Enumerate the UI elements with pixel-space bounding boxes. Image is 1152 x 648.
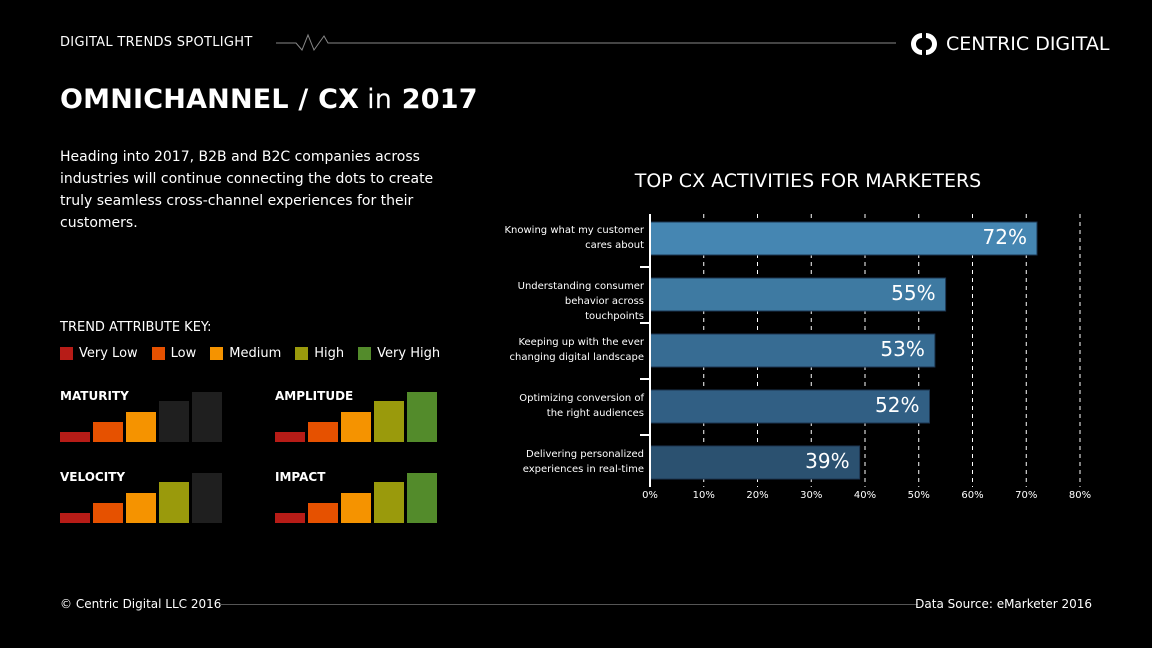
legend-swatch: [60, 347, 73, 360]
bar: [649, 389, 930, 424]
legend-item: Very High: [358, 346, 440, 361]
legend-item: High: [295, 346, 344, 361]
legend-item: Medium: [210, 346, 281, 361]
bar-value-label: 55%: [891, 281, 936, 305]
bar-value-label: 52%: [875, 393, 920, 417]
x-tick-label: 80%: [1068, 490, 1092, 501]
legend-label: Very Low: [79, 346, 138, 361]
copyright: © Centric Digital LLC 2016: [60, 597, 222, 611]
level-bar: [192, 392, 222, 442]
x-tick-label: 30%: [800, 490, 823, 501]
title-year: 2017: [401, 84, 478, 115]
legend-swatch: [210, 347, 224, 360]
header-label: DIGITAL TRENDS SPOTLIGHT: [60, 35, 253, 50]
legend-swatch: [358, 347, 372, 360]
level-bar: [60, 432, 90, 442]
level-bar: [93, 422, 123, 442]
level-bar: [60, 513, 90, 523]
legend-item: Very Low: [60, 346, 138, 361]
legend-label: Very High: [377, 346, 441, 361]
category-label: Keeping up with the ever changing digita…: [509, 337, 644, 363]
brand-logo: CENTRIC DIGITAL: [910, 30, 1109, 58]
level-bar: [275, 432, 305, 442]
header-pulse-line: [276, 33, 896, 52]
title-main: OMNICHANNEL / CX: [60, 84, 360, 115]
level-bar: [341, 493, 371, 523]
bar: [649, 277, 947, 312]
level-bar: [407, 392, 437, 442]
attribute-level-bars: [60, 473, 222, 523]
chart-title: TOP CX ACTIVITIES FOR MARKETERS: [634, 170, 982, 192]
title-in: in: [367, 84, 393, 115]
data-source: Data Source: eMarketer 2016: [915, 597, 1092, 611]
x-tick-label: 10%: [692, 490, 715, 501]
x-tick-label: 40%: [853, 490, 877, 501]
level-bar: [159, 482, 189, 523]
attribute-name: VELOCITY: [60, 470, 126, 484]
level-bar: [192, 473, 222, 523]
attribute-name: MATURITY: [60, 389, 129, 403]
level-bar: [159, 401, 189, 442]
level-bar: [407, 473, 437, 523]
category-label: Optimizing conversion of the right audie…: [519, 393, 644, 419]
key-legend: Very Low Low Medium High Very High: [60, 346, 440, 361]
x-tick-label: 50%: [907, 490, 930, 501]
legend-label: Medium: [229, 346, 282, 361]
attribute-name: IMPACT: [275, 470, 326, 484]
bar: [649, 221, 1038, 256]
level-bar: [374, 482, 404, 523]
bar-value-label: 72%: [982, 225, 1027, 249]
x-tick-label: 20%: [746, 490, 769, 501]
x-tick-label: 70%: [1015, 490, 1038, 501]
category-label: Knowing what my customer cares about: [504, 225, 644, 251]
category-label: Delivering personalized experiences in r…: [522, 449, 644, 475]
legend-swatch: [295, 347, 309, 360]
level-bar: [275, 513, 305, 523]
bar-value-label: 39%: [805, 449, 850, 473]
attribute-level-bars: [275, 473, 437, 523]
x-tick-label: 0%: [642, 490, 658, 501]
brand-name: CENTRIC DIGITAL: [946, 33, 1110, 55]
x-tick-label: 60%: [961, 490, 984, 501]
legend-swatch: [151, 347, 165, 360]
level-bar: [308, 503, 338, 523]
attribute-name: AMPLITUDE: [275, 389, 354, 403]
category-label: Understanding consumer behavior across t…: [517, 281, 644, 322]
level-bar: [374, 401, 404, 442]
page-title: OMNICHANNEL / CX in 2017: [60, 84, 478, 115]
legend-item: Low: [151, 346, 197, 361]
bar-value-label: 53%: [880, 337, 925, 361]
footer-divider: [220, 604, 918, 605]
legend-label: Low: [170, 346, 197, 361]
level-bar: [93, 503, 123, 523]
attribute-level-bars: [60, 392, 222, 442]
legend-label: High: [314, 346, 345, 361]
level-bar: [308, 422, 338, 442]
level-bar: [126, 412, 156, 442]
level-bar: [341, 412, 371, 442]
intro-text: Heading into 2017, B2B and B2C companies…: [60, 149, 434, 231]
attribute-level-bars: [275, 392, 437, 442]
key-title: TREND ATTRIBUTE KEY:: [60, 320, 212, 335]
logo-icon: [911, 33, 937, 55]
level-bar: [126, 493, 156, 523]
